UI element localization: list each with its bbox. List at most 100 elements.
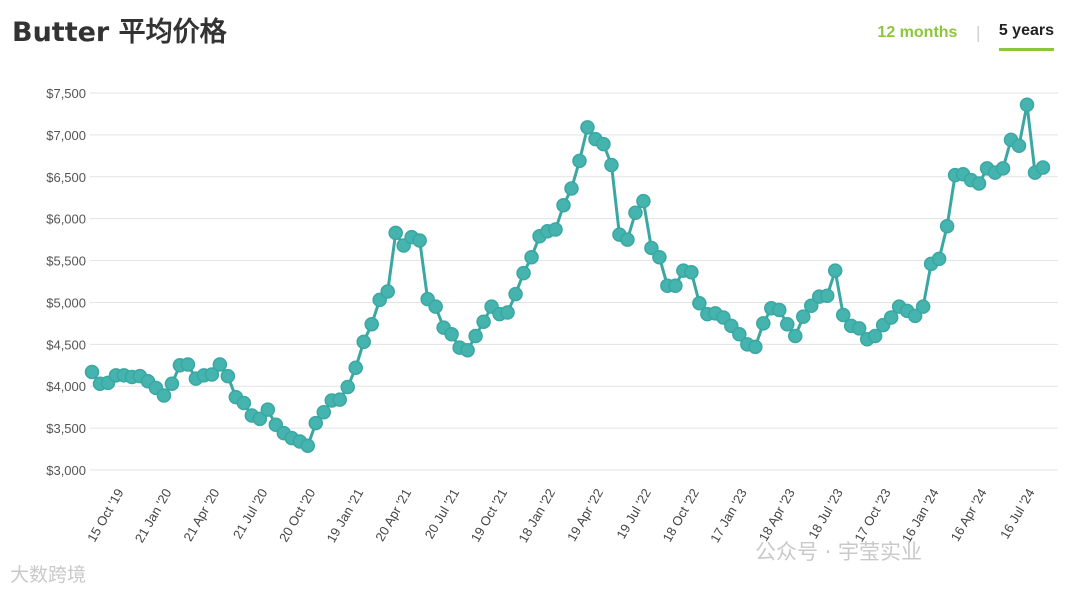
data-point[interactable] — [252, 411, 268, 427]
data-point[interactable] — [780, 316, 795, 332]
x-tick-label: 21 Jan '20 — [132, 486, 175, 545]
data-point[interactable] — [788, 328, 803, 344]
data-point[interactable] — [364, 316, 379, 332]
data-point[interactable] — [995, 161, 1011, 176]
data-point[interactable] — [939, 218, 955, 234]
data-point[interactable] — [524, 249, 539, 265]
data-point[interactable] — [827, 263, 843, 278]
data-point[interactable] — [460, 342, 475, 358]
tab-5-years[interactable]: 5 years — [998, 22, 1054, 51]
y-tick-label: $3,000 — [46, 463, 86, 478]
data-point[interactable] — [380, 284, 395, 299]
x-tick-label: 20 Apr '21 — [372, 486, 414, 544]
y-tick-label: $5,500 — [46, 254, 86, 269]
data-point[interactable] — [772, 302, 787, 318]
data-point[interactable] — [348, 360, 363, 376]
data-point[interactable] — [468, 328, 483, 344]
data-point[interactable] — [580, 120, 595, 135]
data-point[interactable] — [803, 298, 819, 314]
data-point[interactable] — [684, 265, 699, 280]
data-point[interactable] — [556, 198, 571, 213]
data-point[interactable] — [756, 316, 771, 331]
data-point[interactable] — [500, 305, 515, 320]
data-point[interactable] — [444, 327, 459, 342]
data-point[interactable] — [796, 309, 811, 324]
x-tick-label: 21 Jul '20 — [230, 486, 271, 541]
data-point[interactable] — [564, 181, 579, 196]
data-point[interactable] — [652, 249, 667, 265]
data-point[interactable] — [596, 136, 611, 152]
data-point[interactable] — [220, 368, 236, 384]
watermark-right: 公众号 · 宇莹实业 — [755, 540, 923, 564]
data-point[interactable] — [428, 299, 443, 314]
tab-separator: | — [975, 23, 981, 42]
tab-12-months[interactable]: 12 months — [877, 23, 958, 41]
data-point[interactable] — [819, 288, 835, 303]
data-point[interactable] — [620, 232, 635, 247]
data-point[interactable] — [692, 296, 707, 311]
x-tick-label: 19 Jan '21 — [324, 486, 367, 545]
data-point[interactable] — [316, 404, 332, 420]
x-tick-label: 19 Apr '22 — [564, 486, 606, 544]
data-point[interactable] — [340, 379, 355, 395]
y-tick-label: $3,500 — [46, 421, 86, 436]
data-point[interactable] — [516, 265, 531, 281]
data-point[interactable] — [388, 225, 403, 241]
data-point[interactable] — [867, 328, 883, 344]
x-tick-label: 19 Oct '21 — [468, 486, 510, 544]
data-point[interactable] — [260, 402, 276, 417]
data-point[interactable] — [1011, 138, 1027, 154]
data-point[interactable] — [668, 278, 683, 293]
data-point[interactable] — [332, 392, 347, 407]
data-point[interactable] — [835, 307, 851, 323]
data-point[interactable] — [212, 357, 228, 372]
data-point[interactable] — [204, 367, 220, 382]
data-point[interactable] — [628, 205, 643, 221]
x-tick-label: 21 Apr '20 — [180, 486, 222, 544]
x-tick-label: 20 Jul '21 — [422, 486, 463, 541]
data-point[interactable] — [572, 153, 587, 169]
data-point[interactable] — [548, 222, 563, 237]
data-point[interactable] — [604, 157, 619, 173]
data-point[interactable] — [236, 395, 252, 411]
data-point[interactable] — [851, 321, 867, 336]
data-point[interactable] — [84, 364, 100, 380]
data-point[interactable] — [1035, 160, 1051, 175]
time-range-tabs: 12 months | 5 years — [877, 22, 1054, 51]
data-point[interactable] — [164, 376, 180, 391]
data-point[interactable] — [931, 251, 947, 267]
data-point[interactable] — [508, 286, 523, 302]
data-point[interactable] — [732, 327, 747, 342]
x-tick-label: 16 Apr '24 — [948, 486, 990, 544]
data-point[interactable] — [1019, 97, 1035, 112]
y-tick-label: $7,000 — [46, 128, 86, 143]
series-butter-price — [84, 97, 1051, 453]
data-point[interactable] — [476, 314, 491, 329]
data-point[interactable] — [412, 233, 427, 248]
data-point[interactable] — [883, 310, 899, 325]
data-point[interactable] — [300, 438, 316, 453]
y-tick-label: $4,500 — [46, 337, 86, 352]
y-tick-label: $5,000 — [46, 295, 86, 310]
data-point[interactable] — [907, 308, 923, 324]
data-point[interactable] — [748, 339, 763, 355]
x-tick-label: 16 Jul '24 — [997, 486, 1038, 541]
y-tick-label: $7,500 — [46, 86, 86, 101]
y-tick-label: $6,500 — [46, 170, 86, 185]
data-point[interactable] — [308, 415, 324, 431]
data-point[interactable] — [915, 299, 931, 314]
y-tick-label: $6,000 — [46, 212, 86, 227]
data-point[interactable] — [356, 334, 371, 350]
data-point[interactable] — [636, 193, 651, 209]
data-point[interactable] — [971, 176, 987, 191]
y-axis: $3,000 $3,500 $4,000 $4,500 $5,000 $5,500 $6,0… — [46, 86, 86, 478]
data-point[interactable] — [156, 388, 172, 403]
grid-lines — [90, 92, 1058, 471]
y-tick-label: $4,000 — [46, 379, 86, 394]
x-tick-label: 19 Jul '22 — [613, 486, 654, 541]
chart-title: Butter 平均价格 — [12, 17, 227, 48]
data-point[interactable] — [644, 240, 659, 256]
data-point[interactable] — [180, 357, 196, 372]
x-tick-label: 17 Jan '23 — [707, 486, 750, 545]
